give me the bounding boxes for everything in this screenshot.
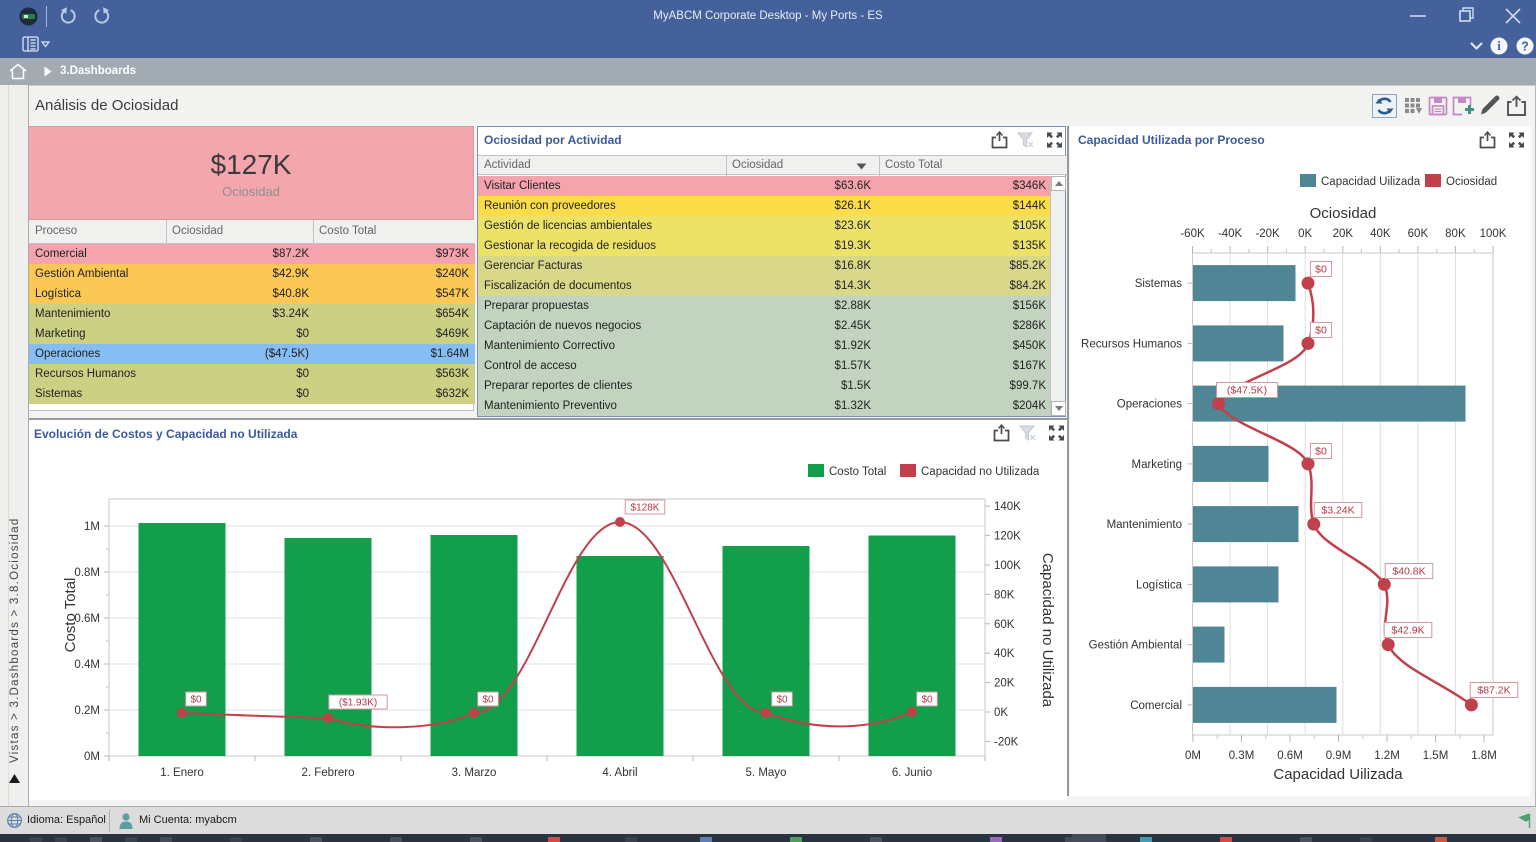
- svg-text:$0: $0: [921, 695, 933, 706]
- svg-text:20K: 20K: [1333, 228, 1354, 240]
- svg-text:-20K: -20K: [994, 736, 1019, 748]
- svg-text:2. Febrero: 2. Febrero: [301, 767, 354, 779]
- svg-text:Costo Total: Costo Total: [62, 578, 79, 653]
- svg-text:0.6M: 0.6M: [1277, 750, 1303, 762]
- svg-text:Gestión Ambiental: Gestión Ambiental: [1089, 640, 1182, 652]
- svg-text:$42.9K: $42.9K: [1391, 625, 1424, 637]
- svg-text:Capacidad Uilizada: Capacidad Uilizada: [1321, 176, 1421, 188]
- svg-text:Ociosidad: Ociosidad: [1446, 176, 1497, 188]
- svg-text:80K: 80K: [994, 589, 1015, 601]
- svg-text:0.8M: 0.8M: [74, 567, 100, 579]
- svg-text:80K: 80K: [1445, 228, 1466, 240]
- svg-text:0.4M: 0.4M: [74, 659, 100, 671]
- svg-text:Capacidad Uilizada: Capacidad Uilizada: [1273, 766, 1403, 783]
- svg-text:$0: $0: [482, 695, 494, 706]
- svg-text:-20K: -20K: [1255, 228, 1280, 240]
- svg-text:($1.93K): ($1.93K): [339, 698, 377, 709]
- svg-text:-60K: -60K: [1180, 228, 1205, 240]
- svg-text:Marketing: Marketing: [1132, 459, 1183, 471]
- svg-text:1.5M: 1.5M: [1423, 750, 1449, 762]
- svg-text:Mantenimiento: Mantenimiento: [1107, 519, 1182, 531]
- svg-text:1.8M: 1.8M: [1471, 750, 1497, 762]
- svg-text:100K: 100K: [994, 560, 1021, 572]
- svg-text:0M: 0M: [84, 751, 100, 763]
- svg-text:1. Enero: 1. Enero: [160, 767, 203, 779]
- svg-text:?: ?: [1521, 39, 1529, 53]
- svg-text:Capacidad no Utilizada: Capacidad no Utilizada: [1039, 553, 1056, 708]
- svg-text:4. Abril: 4. Abril: [602, 767, 637, 779]
- svg-text:0.9M: 0.9M: [1326, 750, 1352, 762]
- svg-text:0.3M: 0.3M: [1229, 750, 1255, 762]
- svg-text:$0: $0: [1315, 446, 1327, 458]
- svg-text:40K: 40K: [1370, 228, 1391, 240]
- svg-text:5. Mayo: 5. Mayo: [746, 767, 787, 779]
- svg-text:Operaciones: Operaciones: [1117, 399, 1182, 411]
- svg-text:$87.2K: $87.2K: [1477, 685, 1510, 697]
- svg-text:1M: 1M: [84, 521, 100, 533]
- svg-text:$128K: $128K: [631, 503, 660, 514]
- svg-text:100K: 100K: [1480, 228, 1507, 240]
- svg-text:Sistemas: Sistemas: [1135, 278, 1183, 290]
- svg-text:20K: 20K: [994, 678, 1015, 690]
- svg-text:0M: 0M: [1185, 750, 1201, 762]
- svg-text:1.2M: 1.2M: [1374, 750, 1400, 762]
- svg-text:($47.5K): ($47.5K): [1227, 385, 1267, 397]
- svg-text:0.6M: 0.6M: [74, 613, 100, 625]
- svg-text:Ociosidad: Ociosidad: [1310, 205, 1377, 222]
- svg-text:3. Marzo: 3. Marzo: [452, 767, 497, 779]
- svg-text:0K: 0K: [994, 707, 1008, 719]
- svg-text:Logística: Logística: [1136, 579, 1183, 591]
- svg-text:0.2M: 0.2M: [74, 705, 100, 717]
- svg-text:Recursos Humanos: Recursos Humanos: [1081, 338, 1182, 350]
- svg-text:40K: 40K: [994, 648, 1015, 660]
- svg-text:6. Junio: 6. Junio: [892, 767, 932, 779]
- svg-text:$0: $0: [1315, 264, 1327, 276]
- svg-text:120K: 120K: [994, 531, 1021, 543]
- svg-text:$0: $0: [1315, 325, 1327, 337]
- svg-text:$0: $0: [190, 695, 202, 706]
- svg-text:Comercial: Comercial: [1130, 700, 1182, 712]
- svg-text:Costo Total: Costo Total: [829, 466, 886, 478]
- svg-text:$40.8K: $40.8K: [1392, 566, 1425, 578]
- svg-text:$3.24K: $3.24K: [1321, 505, 1354, 517]
- svg-text:140K: 140K: [994, 501, 1021, 513]
- svg-text:60K: 60K: [1408, 228, 1429, 240]
- svg-text:60K: 60K: [994, 619, 1015, 631]
- svg-text:$0: $0: [776, 695, 788, 706]
- svg-text:-40K: -40K: [1218, 228, 1243, 240]
- svg-text:i: i: [1497, 39, 1501, 53]
- svg-text:0K: 0K: [1298, 228, 1312, 240]
- svg-text:Capacidad no Utilizada: Capacidad no Utilizada: [921, 466, 1040, 478]
